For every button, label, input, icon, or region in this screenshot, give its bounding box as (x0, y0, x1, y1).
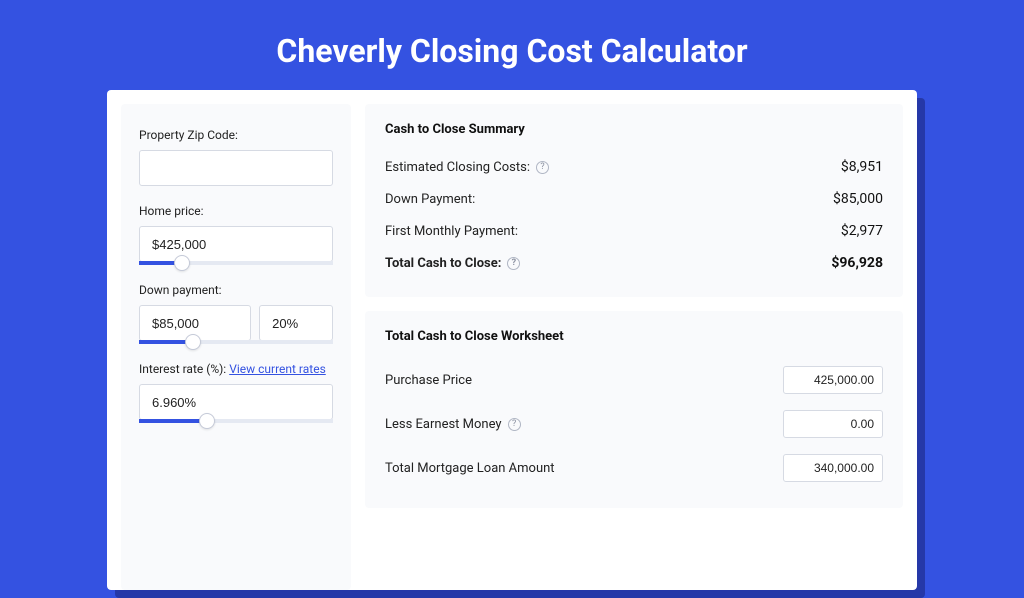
worksheet-purchase-price-input[interactable] (783, 366, 883, 394)
results-column: Cash to Close Summary Estimated Closing … (365, 104, 903, 590)
summary-label-text: Estimated Closing Costs: (385, 160, 530, 175)
worksheet-title: Total Cash to Close Worksheet (385, 329, 883, 344)
worksheet-label-text: Less Earnest Money (385, 417, 502, 432)
page-title: Cheverly Closing Cost Calculator (0, 0, 1024, 90)
interest-slider-thumb[interactable] (199, 413, 215, 429)
worksheet-row-earnest-money: Less Earnest Money ? (385, 402, 883, 446)
home-price-slider[interactable] (139, 261, 333, 265)
down-payment-row (139, 305, 333, 341)
down-payment-field-group: Down payment: (139, 283, 333, 344)
summary-row-down-payment: Down Payment: $85,000 (385, 183, 883, 215)
summary-label-text: Down Payment: (385, 192, 475, 207)
home-price-input[interactable] (139, 226, 333, 262)
worksheet-card: Total Cash to Close Worksheet Purchase P… (365, 311, 903, 508)
summary-value: $85,000 (833, 191, 883, 207)
interest-label: Interest rate (%): View current rates (139, 362, 333, 376)
worksheet-label-text: Total Mortgage Loan Amount (385, 461, 555, 476)
summary-value: $96,928 (831, 255, 883, 271)
worksheet-earnest-money-input[interactable] (783, 410, 883, 438)
help-icon[interactable]: ? (508, 418, 521, 431)
down-payment-slider-thumb[interactable] (185, 334, 201, 350)
calculator-panel: Property Zip Code: Home price: Down paym… (107, 90, 917, 590)
home-price-slider-thumb[interactable] (174, 255, 190, 271)
home-price-label: Home price: (139, 204, 333, 218)
interest-slider[interactable] (139, 419, 333, 423)
down-payment-label: Down payment: (139, 283, 333, 297)
view-rates-link[interactable]: View current rates (229, 362, 326, 376)
summary-label-text: First Monthly Payment: (385, 224, 518, 239)
help-icon[interactable]: ? (536, 161, 549, 174)
summary-label: Down Payment: (385, 192, 475, 207)
worksheet-row-loan-amount: Total Mortgage Loan Amount (385, 446, 883, 490)
summary-row-total: Total Cash to Close: ? $96,928 (385, 247, 883, 279)
calculator-container: Property Zip Code: Home price: Down paym… (107, 90, 917, 590)
inputs-column: Property Zip Code: Home price: Down paym… (121, 104, 351, 590)
summary-row-closing-costs: Estimated Closing Costs: ? $8,951 (385, 151, 883, 183)
interest-label-text: Interest rate (%): (139, 362, 229, 376)
down-payment-pct-input[interactable] (259, 305, 333, 341)
worksheet-label: Purchase Price (385, 373, 472, 388)
interest-field-group: Interest rate (%): View current rates (139, 362, 333, 423)
summary-value: $8,951 (841, 159, 883, 175)
summary-label: Estimated Closing Costs: ? (385, 160, 549, 175)
summary-row-first-payment: First Monthly Payment: $2,977 (385, 215, 883, 247)
worksheet-label: Less Earnest Money ? (385, 417, 521, 432)
home-price-field-group: Home price: (139, 204, 333, 265)
zip-field-group: Property Zip Code: (139, 128, 333, 186)
interest-input[interactable] (139, 384, 333, 420)
summary-label: First Monthly Payment: (385, 224, 518, 239)
summary-card: Cash to Close Summary Estimated Closing … (365, 104, 903, 297)
down-payment-slider[interactable] (139, 340, 333, 344)
zip-input[interactable] (139, 150, 333, 186)
zip-label: Property Zip Code: (139, 128, 333, 142)
summary-label: Total Cash to Close: ? (385, 256, 520, 271)
summary-value: $2,977 (841, 223, 883, 239)
summary-label-text: Total Cash to Close: (385, 256, 501, 271)
interest-slider-fill (139, 419, 207, 423)
help-icon[interactable]: ? (507, 257, 520, 270)
worksheet-row-purchase-price: Purchase Price (385, 358, 883, 402)
worksheet-loan-amount-input[interactable] (783, 454, 883, 482)
summary-title: Cash to Close Summary (385, 122, 883, 137)
worksheet-label-text: Purchase Price (385, 373, 472, 388)
worksheet-label: Total Mortgage Loan Amount (385, 461, 555, 476)
